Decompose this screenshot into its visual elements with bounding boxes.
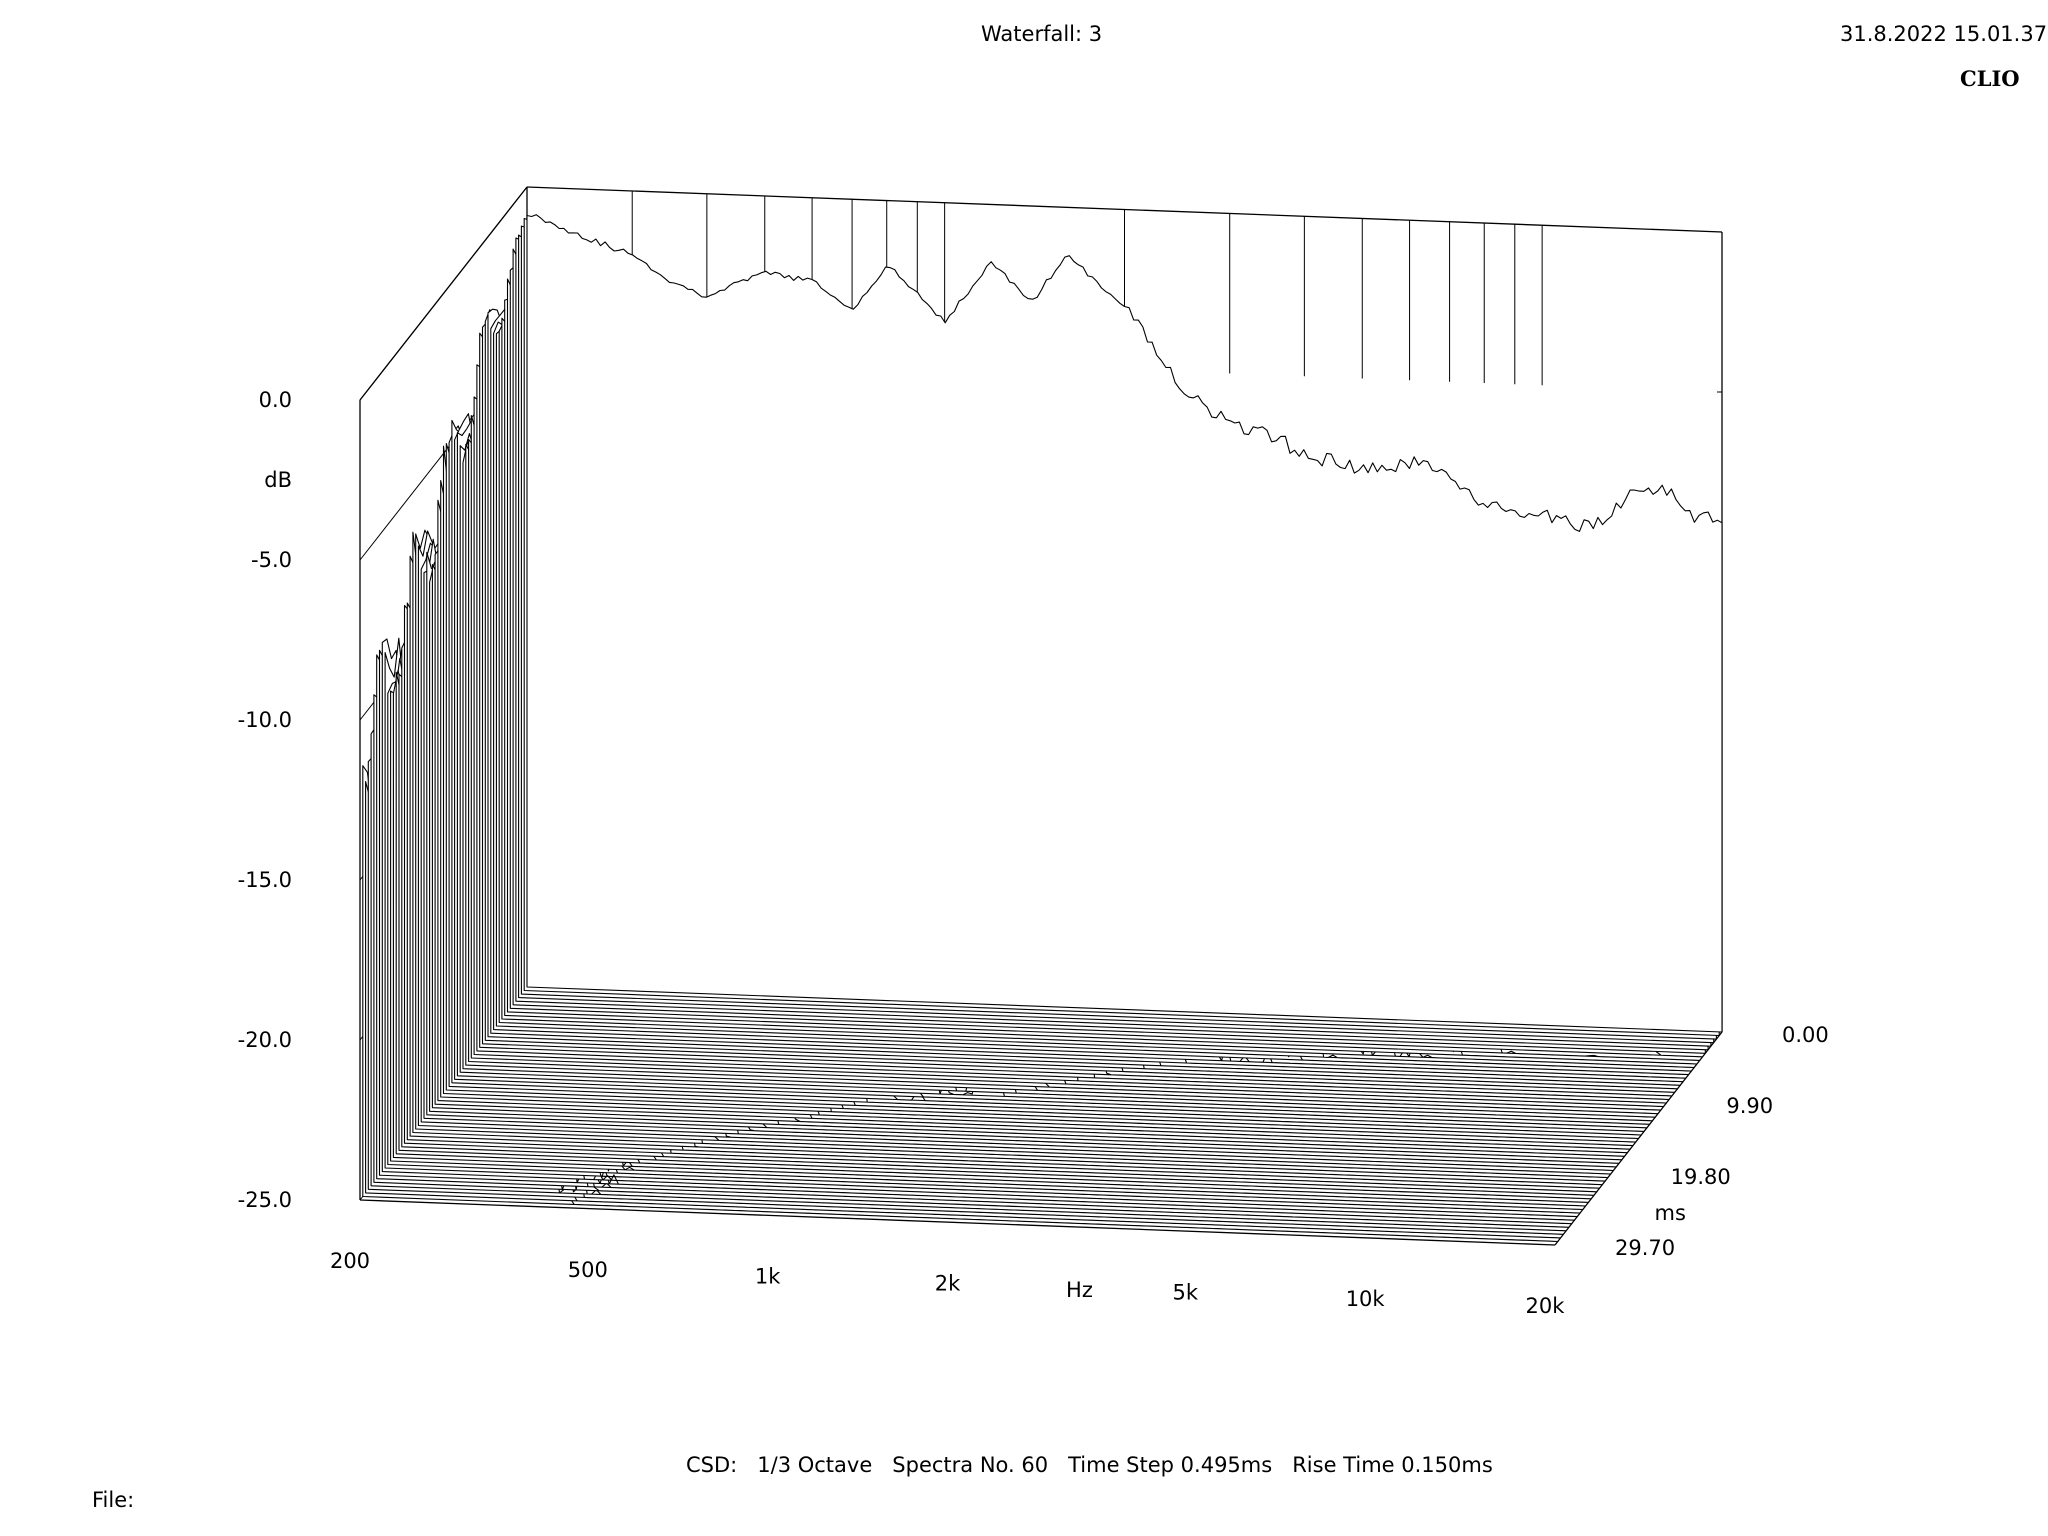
x-tick-label: 5k	[1173, 1280, 1199, 1304]
x-tick-label: 10k	[1346, 1287, 1386, 1311]
x-tick-label: 20k	[1526, 1294, 1566, 1318]
x-tick-label: 500	[568, 1258, 608, 1282]
x-tick-label: 2k	[935, 1272, 961, 1296]
z-tick-label: 19.80	[1671, 1165, 1731, 1189]
file-label: File:	[92, 1488, 135, 1512]
y-tick-label: -20.0	[238, 1028, 292, 1052]
z-axis-label: ms	[1655, 1201, 1686, 1225]
y-tick-label: -25.0	[238, 1188, 292, 1212]
z-tick-label: 9.90	[1726, 1094, 1773, 1118]
spectrum-slice	[526, 214, 1723, 1033]
chart-title: Waterfall: 3	[981, 22, 1103, 46]
x-axis-label: Hz	[1066, 1278, 1093, 1302]
y-tick-label: -5.0	[251, 548, 292, 572]
z-tick-label: 0.00	[1782, 1023, 1829, 1047]
axis-labels: 0.0 -5.0 -10.0 -15.0 -20.0 -25.0 dB 200 500 1k 2k 5…	[238, 388, 1829, 1318]
measurement-settings: CSD: 1/3 Octave Spectra No. 60 Time Step…	[686, 1453, 1493, 1477]
y-axis-label: dB	[264, 468, 292, 492]
y-tick-label: -10.0	[238, 708, 292, 732]
x-tick-label: 200	[330, 1249, 370, 1273]
z-tick-label: 29.70	[1615, 1236, 1675, 1260]
y-tick-label: 0.0	[259, 388, 292, 412]
x-tick-label: 1k	[755, 1265, 781, 1289]
brand-logo: CLIO	[1960, 66, 2020, 91]
left-wall-grid-line	[359, 186, 528, 401]
spectra-slices	[362, 214, 1723, 1243]
bottom-axis-line	[359, 1199, 1556, 1246]
datetime: 31.8.2022 15.01.37	[1840, 22, 2048, 46]
y-tick-label: -15.0	[238, 868, 292, 892]
